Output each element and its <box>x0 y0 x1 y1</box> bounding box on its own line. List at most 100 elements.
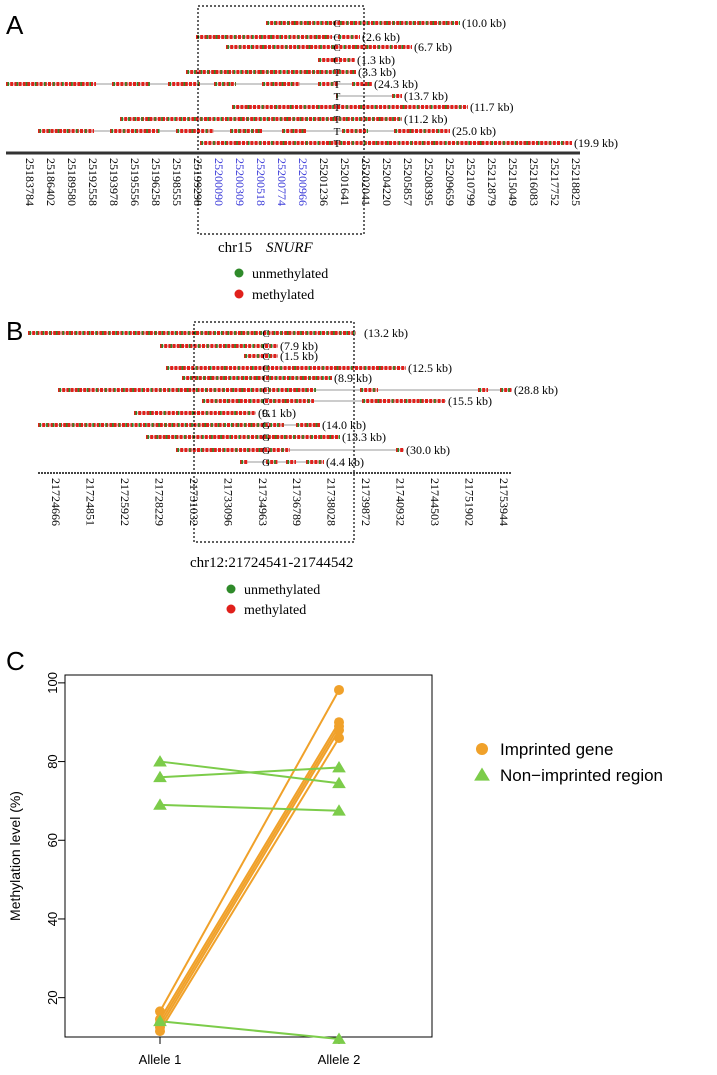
panel-c-letter: C <box>6 646 25 676</box>
panel-a-read-4: C (1.3 kb) <box>318 53 395 67</box>
panel-a-tick-label: 25201236 <box>317 158 331 206</box>
panel-a-read-allele: C <box>333 32 340 44</box>
panel-c-point-non-imprinted <box>332 1032 346 1044</box>
panel-b-read-size-label: (30.0 kb) <box>406 443 450 457</box>
panel-c-legend-marker-imprinted <box>476 743 488 755</box>
panel-a-tick-label: 25189580 <box>65 158 79 206</box>
panel-a-read-size-label: (24.3 kb) <box>374 77 418 91</box>
panel-b-read-size-label: (28.8 kb) <box>514 383 558 397</box>
panel-a-tick-label: 25200518 <box>254 158 268 206</box>
panel-b-read-11: G (30.0 kb) <box>176 443 450 457</box>
panel-b-read-allele: C <box>262 396 269 408</box>
panel-a-read-allele: T <box>334 102 341 114</box>
panel-b-tick-label: 21740932 <box>394 478 408 526</box>
panel-a-tick-label: 25204220 <box>380 158 394 206</box>
panel-b-read-9: G (14.0 kb) <box>38 418 366 432</box>
panel-a-read-5: T (3.3 kb) <box>186 65 396 79</box>
panel-b-read-allele: C <box>262 328 269 340</box>
panel-a-tick-label: 25205857 <box>401 158 415 206</box>
panel-a-tick-label: 25192558 <box>86 158 100 206</box>
panel-b-read-allele: G <box>262 432 270 444</box>
panel-c-series-line <box>159 721 340 1020</box>
panel-b-legend-unmethylated-dot <box>226 584 236 594</box>
panel-a-read-allele: C <box>333 18 340 30</box>
panel-b-read-plot: C (13.2 kb)C (7.9 kb)C (1.5 kb)C (12.5 kb)C(… <box>28 321 558 618</box>
panel-a-read-size-label: (11.2 kb) <box>404 112 448 126</box>
panel-a-roi-box <box>197 5 365 235</box>
panel-a-read-allele: T <box>334 126 341 138</box>
panel-a-tick-label: 25200774 <box>275 158 289 206</box>
panel-a-tick-label: 25218825 <box>569 158 583 206</box>
panel-b-read-allele: C <box>262 351 269 363</box>
panel-a-tick-label: 25209659 <box>443 158 457 206</box>
panel-a-tick-label: 25198555 <box>170 158 184 206</box>
panel-c-series-line <box>159 689 340 1012</box>
panel-a-tick-label: 25195556 <box>128 158 142 206</box>
panel-c-series-line <box>159 803 340 812</box>
panel-b-read-size-label: (15.5 kb) <box>448 394 492 408</box>
panel-b-read-allele: G <box>262 445 270 457</box>
panel-c-plot-frame <box>64 674 433 1038</box>
panel-b-read-3: C (1.5 kb) <box>244 349 318 363</box>
panel-a-read-2: C (2.6 kb) <box>196 30 400 44</box>
panel-c-point-non-imprinted <box>153 755 167 767</box>
panel-a-read-allele: T <box>334 114 341 126</box>
panel-b-legend-methylated: methylated <box>244 603 306 618</box>
panel-a-read-allele: T <box>334 67 341 79</box>
panel-c-series-line <box>159 729 340 1028</box>
panel-b-read-size-label: (14.0 kb) <box>322 418 366 432</box>
panel-a-read-10: T (25.0 kb) <box>38 124 496 138</box>
panel-a-read-9: T (11.2 kb) <box>120 112 448 126</box>
panel-c-legend-marker-non-imprinted <box>474 767 490 781</box>
panel-b-tick-label: 21728229 <box>152 478 166 526</box>
panel-c-series-line <box>159 725 340 1024</box>
panel-c-point-imprinted <box>155 1006 165 1017</box>
panel-b-read-allele: C <box>262 363 269 375</box>
panel-b-tick-label: 21738028 <box>325 478 339 526</box>
panel-c-line-chart: 20 40 60 80 100 Allele 1 Allele 2 Methylation … <box>7 672 663 1067</box>
panel-a-tick-label: 25186402 <box>44 158 58 206</box>
panel-b-read-1: C (13.2 kb) <box>28 326 408 340</box>
panel-c-x-tick-label: Allele 1 <box>139 1052 182 1067</box>
panel-a-tick-label: 25208395 <box>422 158 436 206</box>
panel-c-point-non-imprinted <box>153 798 167 810</box>
panel-a-tick-label: 25202041 <box>359 158 373 206</box>
panel-c-point-non-imprinted <box>332 776 346 789</box>
panel-b-read-2: C (7.9 kb) <box>160 339 318 353</box>
panel-b-read-allele: G <box>262 457 270 469</box>
panel-a-read-7: T (13.7 kb) <box>334 89 448 103</box>
panel-c-point-non-imprinted <box>153 770 167 783</box>
panel-b-tick-label: 21731032 <box>187 478 201 526</box>
panel-a-read-allele: T <box>334 91 341 103</box>
panel-b-tick-label: 21724851 <box>83 478 97 526</box>
panel-b-read-12: G (4.4 kb) <box>240 455 364 469</box>
panel-b-read-allele: G <box>262 420 270 432</box>
panel-a-read-1: C (10.0 kb) <box>266 16 506 30</box>
panel-a-read-size-label: (13.7 kb) <box>404 89 448 103</box>
panel-a-read-11: T (19.9 kb) <box>200 136 618 150</box>
panel-a-tick-label: 25183784 <box>23 158 37 206</box>
panel-b-read-4: C (12.5 kb) <box>166 361 452 375</box>
panel-b-tick-label: 21739872 <box>359 478 373 526</box>
panel-a-region-label: chr15 <box>218 240 252 256</box>
panel-b-letter: B <box>6 316 23 346</box>
panel-c-legend-label: Non−imprinted region <box>500 766 663 785</box>
panel-a-legend-methylated: methylated <box>252 288 314 303</box>
panel-a-tick-label: 25215049 <box>506 158 520 206</box>
panel-a-tick-label: 25199298 <box>191 158 205 206</box>
panel-a-read-6: T (24.3 kb) <box>6 77 418 91</box>
panel-a-tick-label: 25201641 <box>338 158 352 206</box>
panel-a-read-allele: C <box>333 55 340 67</box>
panel-c-series-line <box>159 766 340 779</box>
panel-b-read-size-label: (8.9 kb) <box>334 371 372 385</box>
panel-a-read-allele: T <box>334 138 341 150</box>
panel-b-tick-label: 21744503 <box>428 478 442 526</box>
panel-a-read-size-label: (1.3 kb) <box>357 53 395 67</box>
panel-b-legend-methylated-dot <box>226 604 236 614</box>
panel-b-tick-label: 21724666 <box>49 478 63 526</box>
panel-a-legend-unmethylated-dot <box>234 268 244 278</box>
panel-c-point-imprinted <box>155 1026 165 1037</box>
panel-b-legend-unmethylated: unmethylated <box>244 583 320 598</box>
panel-b-read-7: C (15.5 kb) <box>202 394 492 408</box>
